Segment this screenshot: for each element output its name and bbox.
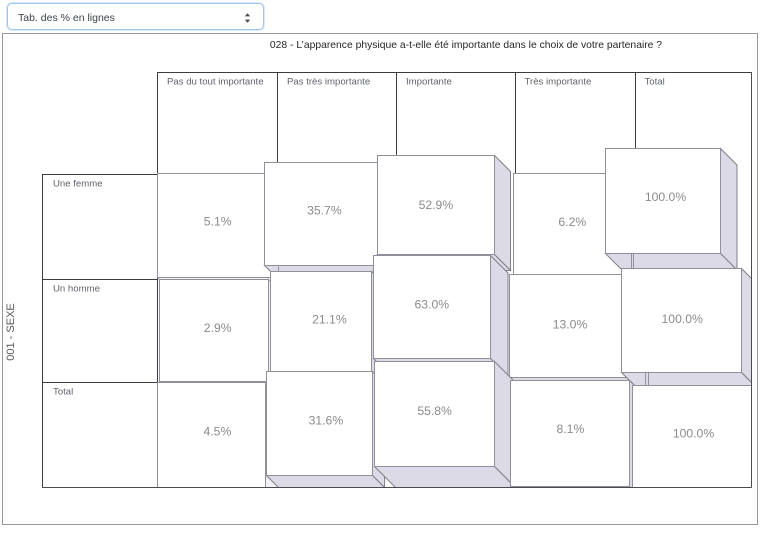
svg-text:8.1%: 8.1%: [557, 422, 585, 436]
svg-text:100.0%: 100.0%: [662, 312, 703, 326]
svg-text:100.0%: 100.0%: [645, 190, 686, 204]
svg-text:Un homme: Un homme: [53, 284, 100, 295]
svg-text:5.1%: 5.1%: [204, 214, 232, 228]
svg-text:Pas très importante: Pas très importante: [287, 77, 370, 88]
svg-text:13.0%: 13.0%: [553, 318, 588, 332]
svg-text:63.0%: 63.0%: [415, 297, 450, 311]
svg-text:2.9%: 2.9%: [204, 321, 232, 335]
svg-text:52.9%: 52.9%: [419, 198, 454, 212]
svg-text:Total: Total: [53, 386, 73, 397]
svg-text:6.2%: 6.2%: [558, 215, 586, 229]
svg-text:31.6%: 31.6%: [309, 414, 344, 428]
svg-text:55.8%: 55.8%: [417, 404, 452, 418]
svg-text:4.5%: 4.5%: [204, 425, 232, 439]
svg-text:Total: Total: [645, 77, 665, 88]
svg-text:100.0%: 100.0%: [673, 427, 714, 441]
svg-text:Pas du tout importante: Pas du tout importante: [167, 77, 264, 88]
svg-text:Importante: Importante: [406, 77, 452, 88]
svg-text:21.1%: 21.1%: [312, 312, 347, 326]
svg-text:Une femme: Une femme: [53, 179, 103, 190]
svg-text:001 - SEXE: 001 - SEXE: [5, 303, 17, 360]
svg-text:35.7%: 35.7%: [307, 204, 342, 218]
svg-text:Très importante: Très importante: [525, 77, 592, 88]
svg-text:028 - L’apparence physique a-t: 028 - L’apparence physique a-t-elle été …: [270, 40, 662, 51]
